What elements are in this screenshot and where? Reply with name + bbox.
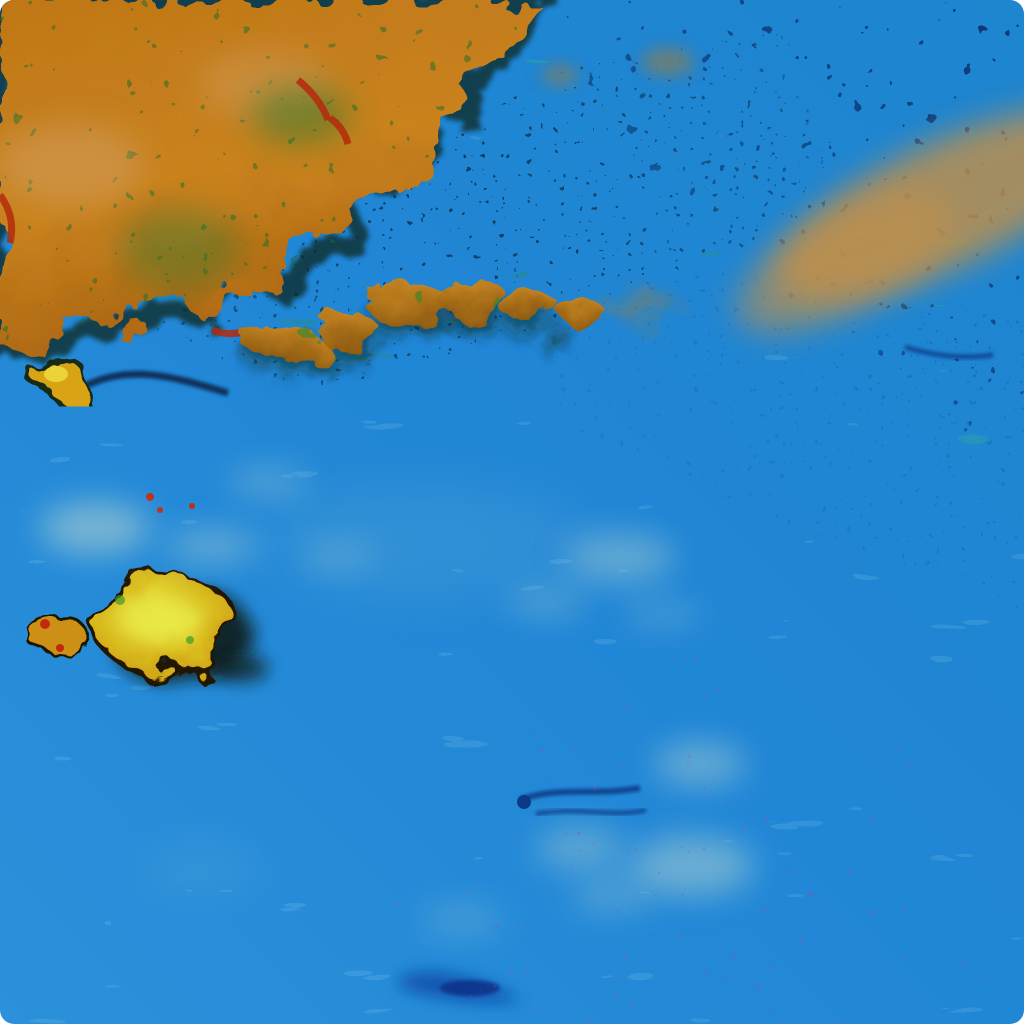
dark-curl: [80, 370, 230, 397]
yellow-cloud-cluster: [30, 493, 268, 683]
side-blob: [30, 619, 94, 661]
dust-plume-right: [736, 108, 1024, 333]
small-yellow-blob: [30, 356, 230, 400]
magenta-speckles: [360, 560, 1024, 1024]
red-edge-accents: [0, 77, 352, 338]
orange-cloud-band: [247, 280, 676, 376]
red-hotspots: [40, 493, 195, 652]
